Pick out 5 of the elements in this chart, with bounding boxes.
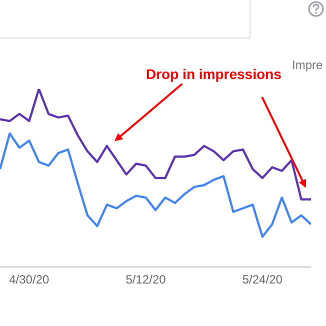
text: Impre <box>292 58 323 72</box>
x-tick-label: 5/12/20 <box>126 272 166 287</box>
text: Drop in impressions <box>146 66 282 82</box>
x-tick-label: 5/24/20 <box>242 272 283 287</box>
x-tick-label: 4/30/20 <box>9 272 50 287</box>
